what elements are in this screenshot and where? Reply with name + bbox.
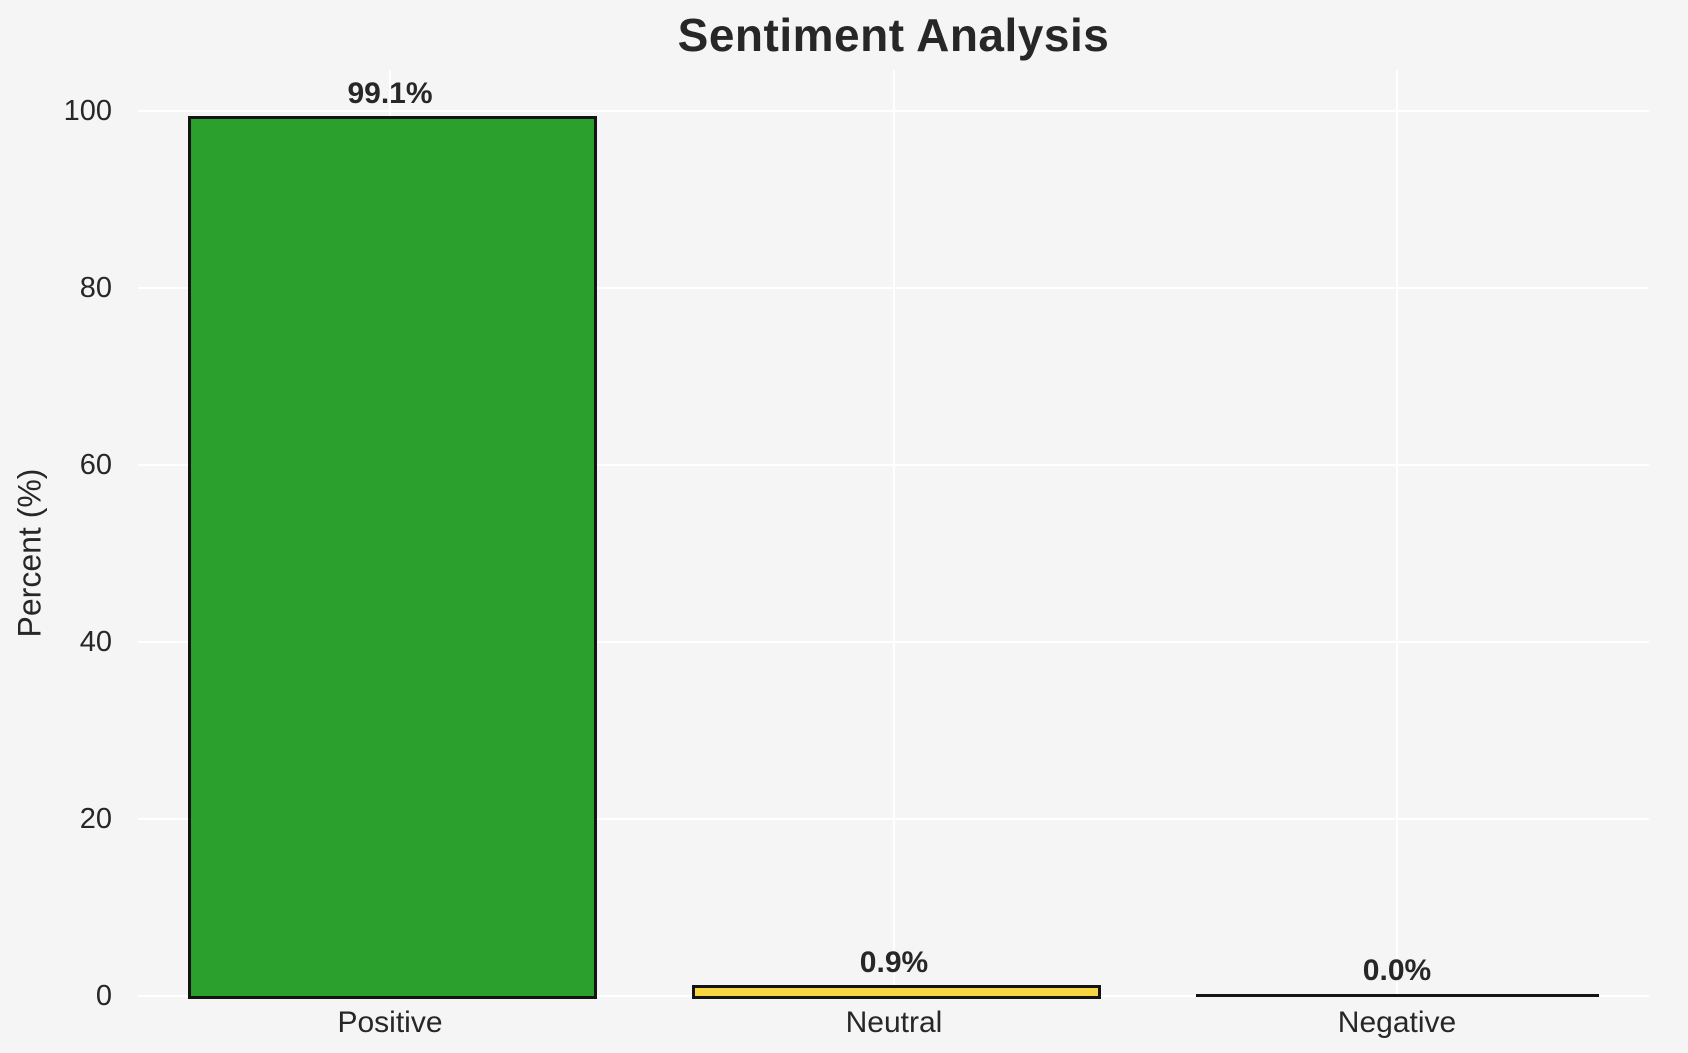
bar-negative [1196,994,1599,997]
y-tick-label-40: 40 [79,626,112,658]
v-gridline-negative [1396,70,1399,996]
y-tick-label-60: 60 [79,449,112,481]
bar-value-label-negative: 0.0% [1362,954,1432,987]
x-tick-label-positive: Positive [337,1006,443,1039]
y-tick-label-20: 20 [79,803,112,835]
y-axis-label-text: Percent (%) [11,468,48,638]
bar-value-label-neutral: 0.9% [859,946,929,979]
chart-title: Sentiment Analysis [677,9,1110,61]
v-gridline-neutral [892,70,895,996]
bar-value-label-positive: 99.1% [347,77,433,110]
bar-neutral [692,985,1101,999]
y-tick-label-100: 100 [63,95,112,127]
y-tick-label-0: 0 [95,980,112,1012]
bar-positive [188,116,597,999]
x-tick-label-neutral: Neutral [845,1006,943,1039]
x-tick-label-negative: Negative [1337,1006,1457,1039]
y-tick-label-80: 80 [79,272,112,304]
